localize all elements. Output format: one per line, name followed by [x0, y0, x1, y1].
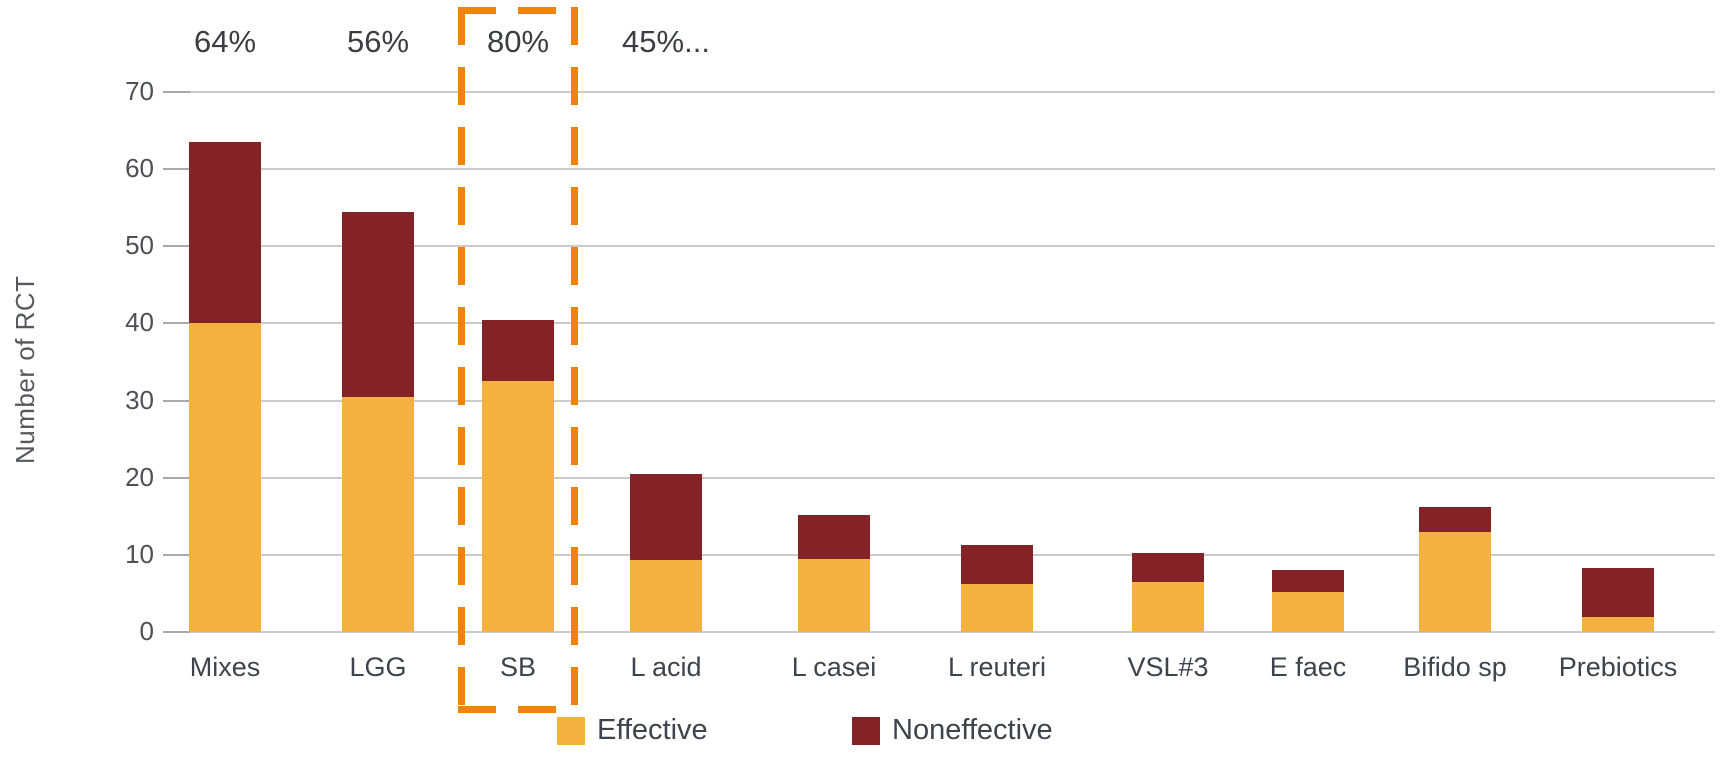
- bar-segment-effective-l-reuteri: [961, 584, 1033, 632]
- legend-item-effective: Effective: [557, 714, 708, 747]
- highlight-box-edge-1: [571, 7, 578, 713]
- bar-segment-noneffective-sb: [482, 319, 554, 382]
- y-tick-60: [163, 168, 190, 171]
- x-label-prebiotics: Prebiotics: [1558, 652, 1678, 682]
- gridline-60: [165, 168, 1715, 171]
- y-tick-50: [163, 245, 190, 248]
- x-label-bifido-sp: Bifido sp: [1403, 652, 1507, 682]
- bar-segment-noneffective-l-casei: [798, 514, 870, 560]
- bar-segment-noneffective-bifido-sp: [1419, 507, 1491, 532]
- bar-segment-effective-prebiotics: [1582, 616, 1654, 632]
- y-tick-label-50: 50: [125, 230, 154, 261]
- bar-segment-noneffective-l-acid: [630, 473, 702, 561]
- bar-segment-effective-l-casei: [798, 559, 870, 632]
- x-label-e-faec: E faec: [1269, 652, 1347, 682]
- y-tick-40: [163, 322, 190, 325]
- gridline-40: [165, 322, 1715, 325]
- highlight-box-edge-3: [458, 706, 578, 713]
- bar-vsl-3: [1132, 553, 1204, 632]
- y-tick-label-10: 10: [125, 538, 154, 569]
- bar-segment-effective-vsl-3: [1132, 581, 1204, 632]
- y-tick-label-30: 30: [125, 384, 154, 415]
- x-label-sb: SB: [499, 652, 537, 682]
- bar-segment-noneffective-mixes: [189, 142, 261, 324]
- gridline-30: [165, 399, 1715, 402]
- y-tick-30: [163, 399, 190, 402]
- bar-segment-noneffective-vsl-3: [1132, 553, 1204, 582]
- pct-label-l-acid: 45%...: [622, 24, 710, 59]
- legend-swatch-effective: [557, 716, 585, 745]
- y-tick-0: [163, 631, 190, 633]
- bar-lgg: [342, 211, 414, 632]
- y-axis-title: Number of RCT: [10, 275, 40, 465]
- bar-segment-noneffective-prebiotics: [1582, 567, 1654, 617]
- pct-label-lgg: 56%: [346, 24, 410, 59]
- gridline-20: [165, 476, 1715, 479]
- bar-prebiotics: [1582, 567, 1654, 632]
- bar-segment-effective-mixes: [189, 323, 261, 632]
- legend-label-noneffective: Noneffective: [892, 714, 1053, 746]
- bar-l-casei: [798, 514, 870, 632]
- bar-l-reuteri: [961, 544, 1033, 632]
- x-label-l-reuteri: L reuteri: [947, 652, 1047, 682]
- pct-label-mixes: 64%: [193, 24, 257, 59]
- x-label-lgg: LGG: [349, 652, 407, 682]
- bar-segment-effective-bifido-sp: [1419, 531, 1491, 632]
- bar-segment-effective-l-acid: [630, 560, 702, 632]
- gridline-70: [165, 91, 1715, 94]
- y-tick-label-40: 40: [125, 307, 154, 338]
- y-tick-70: [163, 91, 190, 94]
- legend-swatch-noneffective: [852, 716, 880, 745]
- pct-label-sb: 80%: [486, 24, 550, 59]
- gridline-0: [165, 631, 1715, 633]
- x-label-l-acid: L acid: [630, 652, 702, 682]
- highlight-box-edge-0: [458, 7, 465, 713]
- bar-e-faec: [1272, 570, 1344, 632]
- gridline-50: [165, 245, 1715, 248]
- legend-item-noneffective: Noneffective: [852, 714, 1053, 747]
- bar-segment-effective-lgg: [342, 396, 414, 632]
- legend-label-effective: Effective: [597, 714, 708, 746]
- bar-sb: [482, 319, 554, 632]
- x-label-l-casei: L casei: [791, 652, 877, 682]
- bar-segment-effective-sb: [482, 381, 554, 632]
- y-tick-10: [163, 553, 190, 556]
- y-tick-label-60: 60: [125, 153, 154, 184]
- highlight-box-edge-2: [458, 7, 578, 14]
- bar-segment-effective-e-faec: [1272, 591, 1344, 632]
- bar-l-acid: [630, 473, 702, 632]
- x-label-mixes: Mixes: [189, 652, 261, 682]
- y-tick-label-0: 0: [139, 616, 154, 646]
- y-tick-20: [163, 476, 190, 479]
- bar-bifido-sp: [1419, 507, 1491, 632]
- gridline-10: [165, 553, 1715, 556]
- bar-segment-noneffective-lgg: [342, 211, 414, 397]
- bar-segment-noneffective-e-faec: [1272, 570, 1344, 592]
- bar-mixes: [189, 142, 261, 632]
- y-tick-label-20: 20: [125, 461, 154, 492]
- x-label-vsl-3: VSL#3: [1127, 652, 1209, 682]
- y-tick-label-70: 70: [125, 76, 154, 107]
- bar-segment-noneffective-l-reuteri: [961, 544, 1033, 585]
